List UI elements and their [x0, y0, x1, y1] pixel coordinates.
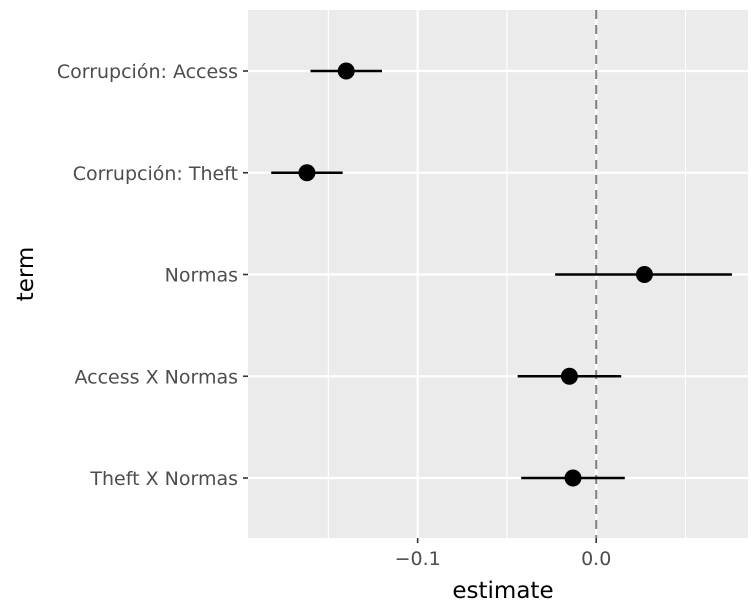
y-tick-label: Normas [165, 265, 238, 287]
x-axis-title: estimate [452, 578, 553, 604]
estimate-point [298, 164, 316, 182]
y-axis-title: term [13, 247, 39, 302]
estimate-point [337, 62, 355, 80]
x-tick-label: −0.1 [395, 548, 441, 570]
major-gridlines [248, 10, 748, 538]
estimate-marks [271, 62, 732, 487]
estimate-point [635, 266, 653, 283]
y-tick-label: Corrupción: Access [57, 61, 238, 83]
x-axis: −0.1 0.0 [395, 538, 611, 570]
estimate-point [560, 367, 578, 385]
y-tick-label: Access X Normas [74, 366, 238, 388]
y-axis: Corrupción: Access Corrupción: Theft Norma… [57, 61, 248, 490]
y-tick-label: Corrupción: Theft [73, 163, 238, 185]
estimate-point [564, 469, 582, 487]
x-tick-label: 0.0 [581, 548, 611, 570]
y-tick-label: Theft X Normas [89, 468, 238, 490]
